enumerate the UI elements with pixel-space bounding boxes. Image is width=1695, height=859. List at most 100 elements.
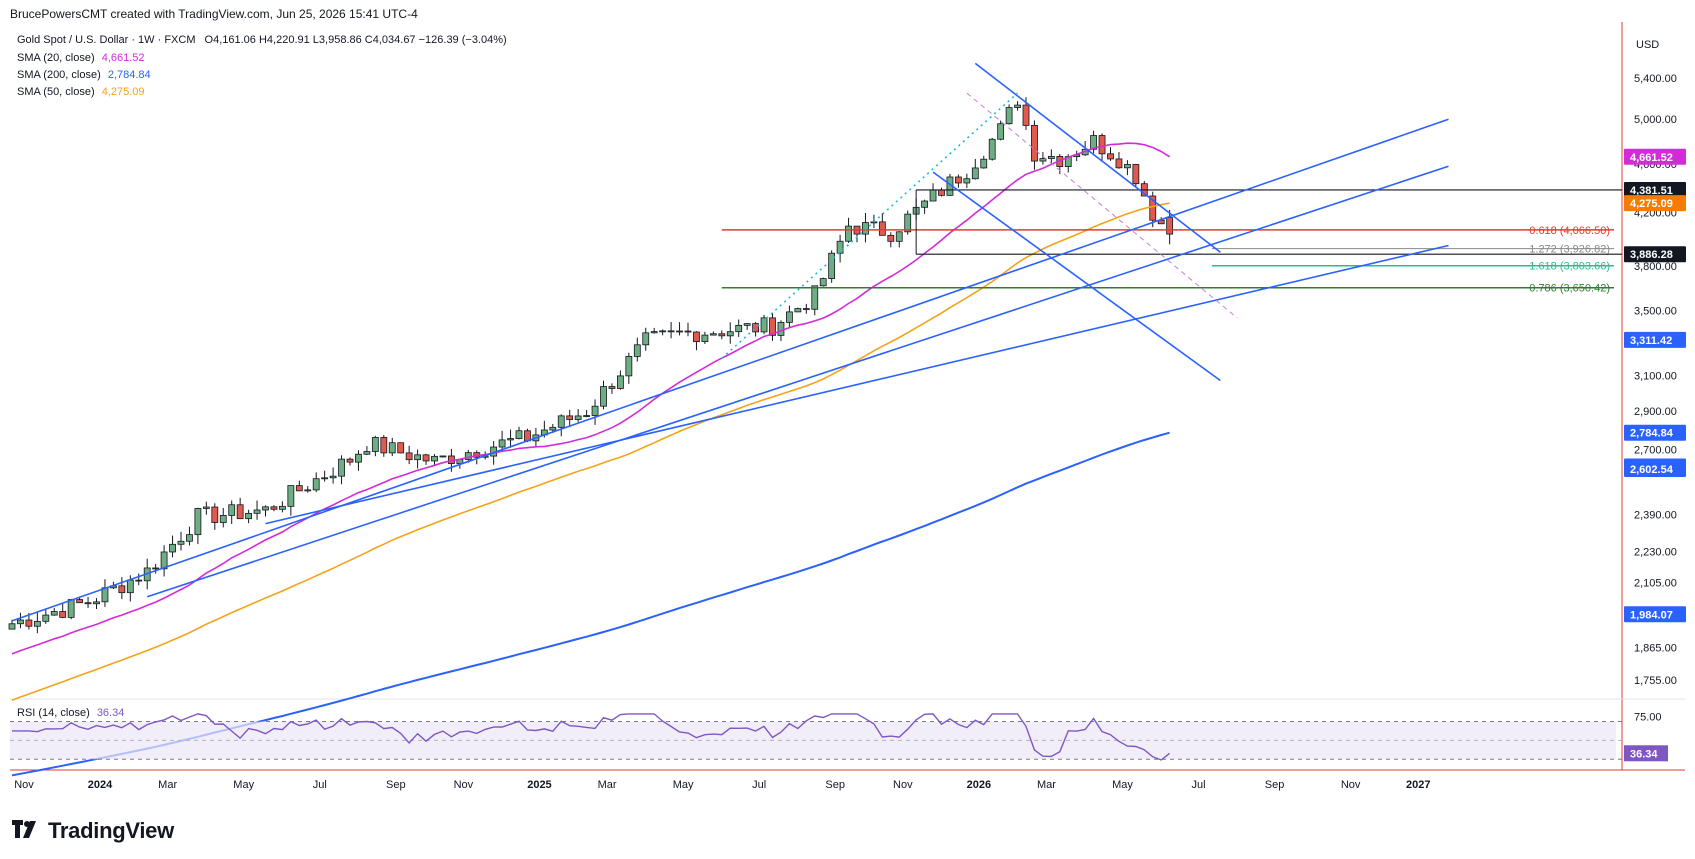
candle-body — [228, 504, 236, 516]
candle-body — [625, 356, 633, 377]
price-tick-label: 2,105.00 — [1634, 578, 1677, 590]
candle-body — [321, 477, 329, 480]
candle-body — [819, 278, 827, 287]
time-tick-label: 2025 — [527, 779, 551, 791]
candle-body — [971, 167, 979, 180]
candle-body — [1022, 104, 1030, 126]
grid — [10, 22, 1685, 771]
candle-body — [295, 485, 303, 492]
sma20-legend[interactable]: SMA (20, close) 4,661.52 — [17, 52, 145, 64]
candle-body — [33, 620, 41, 627]
candle-body — [938, 189, 945, 196]
sma20-line — [11, 142, 1171, 655]
price-tag[interactable] — [1624, 195, 1686, 212]
median-dashed-line — [966, 92, 1238, 319]
price-tick-label: 3,800.00 — [1634, 261, 1677, 273]
candle-body — [676, 330, 683, 333]
candle-body — [895, 231, 903, 242]
price-tag[interactable] — [1624, 181, 1686, 198]
channel-bottom-line — [932, 171, 1221, 382]
projection-dotted-line — [721, 92, 1019, 359]
price-tick-label: 2,230.00 — [1634, 547, 1677, 559]
candle-body — [726, 331, 734, 337]
price-tag-label: 1,984.07 — [1630, 609, 1673, 621]
candle-body — [709, 333, 717, 336]
candle-body — [743, 323, 751, 326]
rsi-value: 36.34 — [96, 707, 125, 719]
sma200-legend[interactable]: SMA (200, close) 2,784.84 — [17, 69, 151, 81]
candle-body — [245, 512, 253, 520]
candle-body — [262, 506, 269, 511]
candle-body — [8, 623, 16, 630]
time-tick-label: Sep — [1265, 779, 1285, 791]
candle-body — [152, 567, 160, 570]
price-axis[interactable]: USD5,400.005,000.004,600.004,200.003,800… — [1624, 39, 1686, 687]
candle-body — [1115, 158, 1123, 169]
candle-body — [929, 189, 937, 202]
fib-level-label: 0.618 (4,066.50) — [1529, 225, 1610, 237]
price-tag-label: 2,784.84 — [1630, 428, 1674, 440]
candle-body — [667, 330, 675, 333]
candle-body — [346, 458, 354, 463]
price-tag[interactable] — [1624, 148, 1686, 165]
candle-body — [1039, 158, 1047, 162]
time-axis[interactable]: Nov 2024 Mar May Jul Sep Nov 2025 Mar May Jul Sep No… — [14, 779, 1430, 791]
sma20-value: 4,661.52 — [101, 52, 145, 64]
tradingview-logo-icon — [12, 818, 42, 844]
price-tag-label: 3,311.42 — [1630, 335, 1672, 347]
candle-body — [659, 330, 667, 333]
time-tick-label: Nov — [454, 779, 474, 791]
candle-body — [126, 579, 134, 594]
candle-body — [304, 489, 312, 492]
price-tag[interactable] — [1624, 331, 1686, 348]
rsi-legend[interactable]: RSI (14, close) 36.34 — [17, 707, 124, 719]
price-tag-label: 3,886.28 — [1630, 249, 1673, 261]
candle-body — [17, 619, 24, 625]
candle-body — [878, 221, 886, 236]
candle-body — [769, 317, 776, 336]
candle-body — [633, 344, 641, 357]
sma20-label: SMA (20, close) — [17, 52, 95, 64]
price-tag[interactable] — [1624, 460, 1686, 477]
candle-body — [67, 599, 75, 618]
tradingview-logo[interactable]: TradingView — [12, 818, 174, 844]
candle-body — [93, 601, 100, 605]
candle-body — [600, 386, 607, 407]
time-tick-label: Jul — [313, 779, 327, 791]
time-tick-label: Mar — [158, 779, 177, 791]
symbol-title: Gold Spot / U.S. Dollar · 1W · FXCM — [17, 34, 196, 46]
time-tick-label: Mar — [1037, 779, 1056, 791]
sma50-legend[interactable]: SMA (50, close) 4,275.09 — [17, 86, 145, 98]
rsi-value-tag[interactable] — [1624, 745, 1668, 762]
candle-body — [557, 415, 565, 428]
candle-body — [312, 478, 320, 491]
candle-body — [363, 451, 371, 455]
candle-body — [1124, 164, 1131, 169]
symbol-line: Gold Spot / U.S. Dollar · 1W · FXCM O4,1… — [17, 34, 507, 46]
price-tick-label: 3,500.00 — [1634, 305, 1677, 317]
candle-body — [811, 285, 819, 310]
price-tag[interactable] — [1624, 424, 1686, 441]
candle-body — [828, 252, 836, 280]
price-tag[interactable] — [1624, 246, 1686, 263]
candle-body — [802, 308, 810, 310]
fib-level-label: 0.786 (3,650.42) — [1529, 283, 1610, 295]
fib-level-label: 1.272 (3,926.82) — [1529, 244, 1610, 256]
candle-body — [211, 506, 219, 523]
price-tag-label: 2,602.54 — [1630, 464, 1674, 476]
candles — [8, 97, 1174, 634]
candle-body — [1149, 195, 1157, 221]
price-tick-label: 3,100.00 — [1634, 370, 1677, 382]
candle-body — [270, 506, 278, 510]
candle-body — [287, 485, 295, 507]
time-tick-label: 2024 — [88, 779, 113, 791]
candle-body — [355, 453, 362, 463]
price-tag[interactable] — [1624, 606, 1686, 623]
candle-body — [236, 504, 244, 520]
candle-body — [752, 323, 759, 333]
overlays: 0.618 (4,066.50) 1.272 (3,926.82) 1.618 (3… — [11, 62, 1622, 777]
candle-body — [25, 619, 33, 627]
candle-body — [921, 200, 928, 208]
candle-body — [498, 439, 506, 448]
